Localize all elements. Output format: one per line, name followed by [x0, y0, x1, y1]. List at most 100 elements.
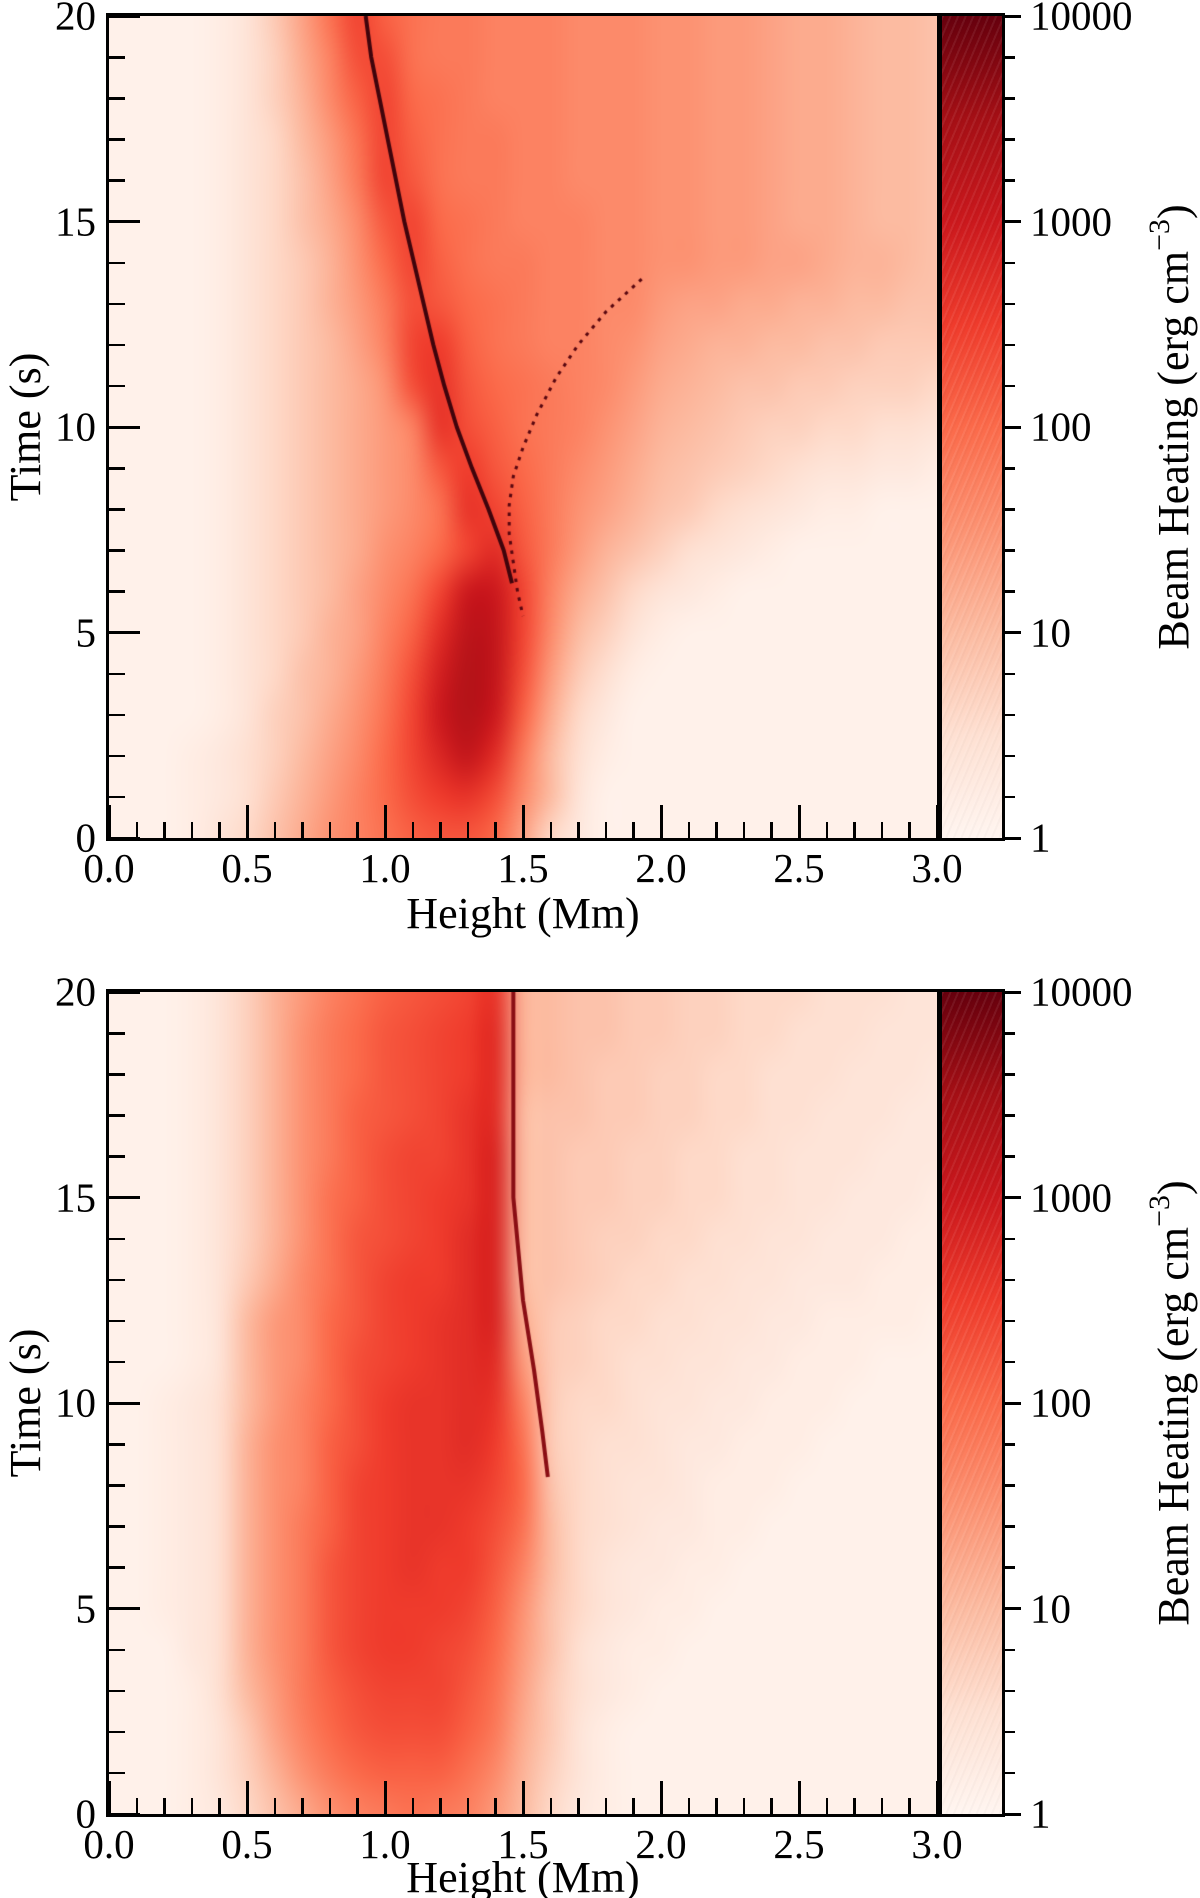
y-tick-label: 0 [75, 814, 97, 861]
x-minor-tick [908, 1798, 911, 1814]
x-minor-tick [328, 822, 332, 838]
x-minor-tick [770, 1798, 773, 1814]
x-tick-label: 0.5 [221, 1821, 273, 1867]
x-minor-tick [328, 1798, 332, 1814]
y-minor-tick [109, 1155, 125, 1158]
colorbar-label-close: ) [1148, 204, 1198, 220]
y-major-tick [109, 631, 140, 634]
y-minor-tick [109, 508, 125, 511]
x-minor-tick [218, 822, 221, 838]
colorbar-label-close: ) [1148, 1180, 1198, 1196]
x-minor-tick [880, 1798, 884, 1814]
colorbar-major-tick [1005, 220, 1021, 223]
y-minor-tick [109, 1360, 125, 1364]
x-minor-tick [163, 1798, 166, 1814]
colorbar-label-exponent: −3 [1143, 219, 1177, 251]
y-minor-tick [109, 1648, 125, 1652]
x-minor-tick [411, 1798, 415, 1814]
colorbar-label-exponent: −3 [1143, 1195, 1177, 1227]
colorbar-tick-label: 10000 [1030, 0, 1133, 39]
colorbar-major-tick [1005, 1812, 1021, 1816]
colorbar-minor-tick [1005, 138, 1015, 141]
y-minor-tick [109, 1443, 125, 1446]
x-major-tick [383, 805, 387, 838]
y-minor-tick [109, 1484, 125, 1487]
colorbar-minor-tick [1005, 590, 1015, 593]
x-tick-label: 3.0 [911, 845, 963, 891]
x-minor-tick [825, 1798, 829, 1814]
y-minor-tick [109, 1566, 125, 1569]
x-major-tick [107, 805, 111, 838]
colorbar-minor-tick [1005, 713, 1015, 717]
y-minor-tick [109, 754, 125, 758]
y-tick-label: 15 [55, 198, 96, 244]
y-minor-tick [109, 1525, 125, 1528]
colorbar-tick-label: 1000 [1030, 198, 1112, 244]
colorbar-label-text: Beam Heating (erg cm [1148, 250, 1198, 650]
y-minor-tick [109, 1730, 125, 1734]
colorbar-minor-tick [1005, 384, 1015, 388]
x-minor-tick [466, 822, 470, 838]
x-minor-tick [715, 1798, 718, 1814]
x-major-tick [797, 1781, 801, 1814]
colorbar-major-tick [1005, 1401, 1021, 1405]
y-minor-tick [109, 56, 125, 59]
y-minor-tick [109, 343, 125, 347]
y-minor-tick [109, 1771, 125, 1775]
colorbar-tick-label: 1 [1030, 1790, 1051, 1837]
y-minor-tick [109, 795, 125, 799]
colorbar-tick-label: 100 [1030, 1379, 1092, 1426]
colorbar-minor-tick [1005, 1319, 1015, 1323]
x-minor-tick [687, 1798, 691, 1814]
y-minor-tick [109, 1032, 125, 1035]
colorbar-minor-tick [1005, 1237, 1015, 1241]
x-minor-tick [549, 822, 553, 838]
colorbar-top [939, 13, 1005, 841]
colorbar-minor-tick [1005, 795, 1015, 799]
x-tick-label: 2.5 [773, 845, 825, 891]
x-minor-tick [825, 822, 829, 838]
x-minor-tick [604, 822, 608, 838]
x-minor-tick [190, 1798, 194, 1814]
x-major-tick [659, 805, 663, 838]
colorbar-tick-label: 1000 [1030, 1174, 1112, 1220]
x-major-tick [245, 805, 249, 838]
colorbar-axis-label: Beam Heating (erg cm−3) [1143, 204, 1198, 650]
y-minor-tick [109, 1689, 125, 1693]
x-tick-label: 3.0 [911, 1821, 963, 1867]
x-minor-tick [273, 822, 277, 838]
colorbar-minor-tick [1005, 1689, 1015, 1693]
x-minor-tick [770, 822, 773, 838]
colorbar-major-tick [1005, 1607, 1021, 1610]
y-minor-tick [109, 549, 125, 552]
colorbar-minor-tick [1005, 261, 1015, 265]
x-tick-label: 0.0 [83, 845, 135, 891]
y-major-tick [109, 1401, 140, 1405]
y-major-tick [109, 836, 140, 840]
y-minor-tick [109, 138, 125, 141]
y-minor-tick [109, 1319, 125, 1323]
y-minor-tick [109, 261, 125, 265]
colorbar-minor-tick [1005, 1566, 1015, 1569]
x-major-tick [521, 1781, 525, 1814]
x-tick-label: 0.0 [83, 1821, 135, 1867]
x-major-tick [107, 1781, 111, 1814]
colorbar-minor-tick [1005, 508, 1015, 511]
colorbar-minor-tick [1005, 672, 1015, 676]
colorbar-minor-tick [1005, 754, 1015, 758]
colorbar-minor-tick [1005, 1360, 1015, 1364]
y-minor-tick [109, 179, 125, 182]
colorbar-tick-label: 10 [1030, 609, 1071, 655]
x-tick-label: 1.5 [497, 1821, 549, 1867]
colorbar-minor-tick [1005, 1155, 1015, 1158]
x-minor-tick [135, 1798, 139, 1814]
colorbar-major-tick [1005, 990, 1021, 994]
x-tick-label: 1.0 [359, 1821, 411, 1867]
colorbar-minor-tick [1005, 302, 1015, 306]
x-minor-tick [494, 822, 497, 838]
colorbar-bottom [939, 989, 1005, 1817]
y-major-tick [109, 1607, 140, 1610]
y-tick-label: 5 [75, 609, 97, 655]
x-tick-label: 1.0 [359, 845, 411, 891]
